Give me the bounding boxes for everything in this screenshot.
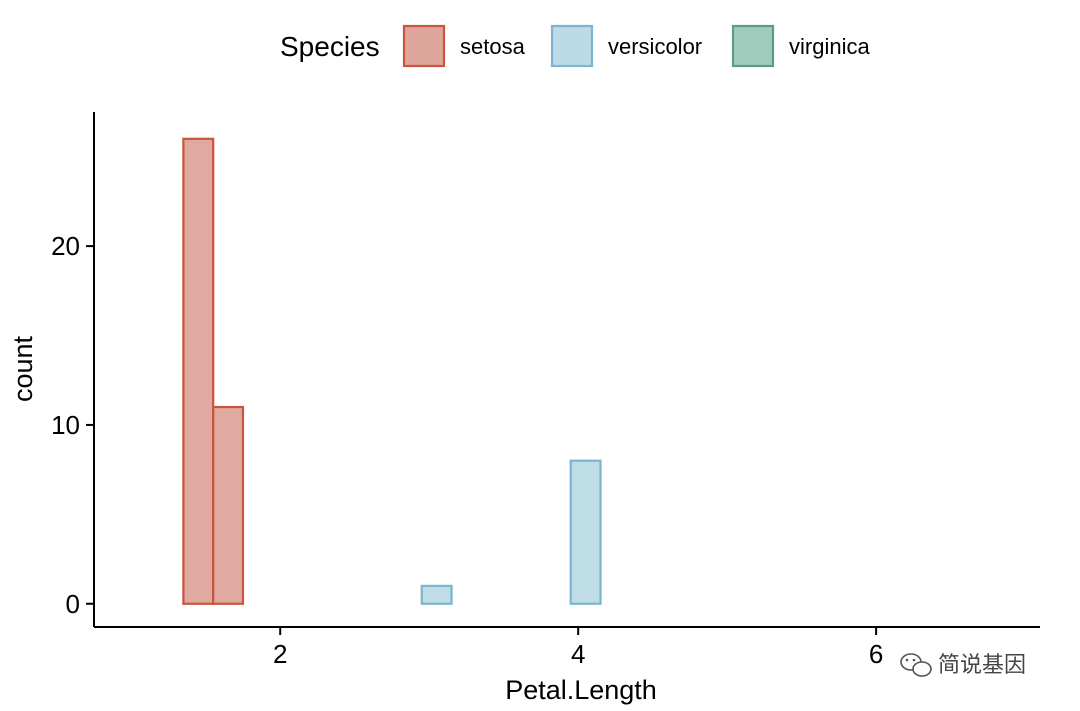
bar-setosa-1.4 (182, 137, 215, 605)
x-axis-title: Petal.Length (505, 675, 657, 705)
series-setosa (182, 137, 245, 605)
legend-key-virginica (731, 24, 775, 68)
bars-layer (182, 137, 602, 605)
wechat-icon (900, 653, 932, 677)
y-tick-label-10: 10 (51, 410, 80, 440)
x-tick-label-4: 4 (571, 639, 585, 669)
legend-title: Species (280, 31, 380, 62)
y-tick-label-0: 0 (66, 589, 80, 619)
watermark: 简说基因 (900, 652, 1026, 677)
x-tick-label-2: 2 (273, 639, 287, 669)
x-tick-label-6: 6 (869, 639, 883, 669)
bar-versicolor-4.0 (569, 459, 602, 605)
legend-label-setosa: setosa (460, 34, 526, 59)
bar-setosa-1.6 (212, 405, 245, 605)
y-tick-label-20: 20 (51, 231, 80, 261)
watermark-text: 简说基因 (938, 652, 1026, 677)
legend-key-versicolor (550, 24, 594, 68)
y-axis-title: count (8, 335, 38, 402)
series-versicolor (420, 459, 602, 605)
legend-key-setosa (402, 24, 446, 68)
legend: Species setosa versicolor virginica (280, 24, 870, 68)
axes-layer: 0 10 20 2 4 6 (51, 112, 1040, 669)
legend-label-virginica: virginica (789, 34, 870, 59)
bar-versicolor-3.0 (420, 584, 453, 605)
legend-label-versicolor: versicolor (608, 34, 702, 59)
